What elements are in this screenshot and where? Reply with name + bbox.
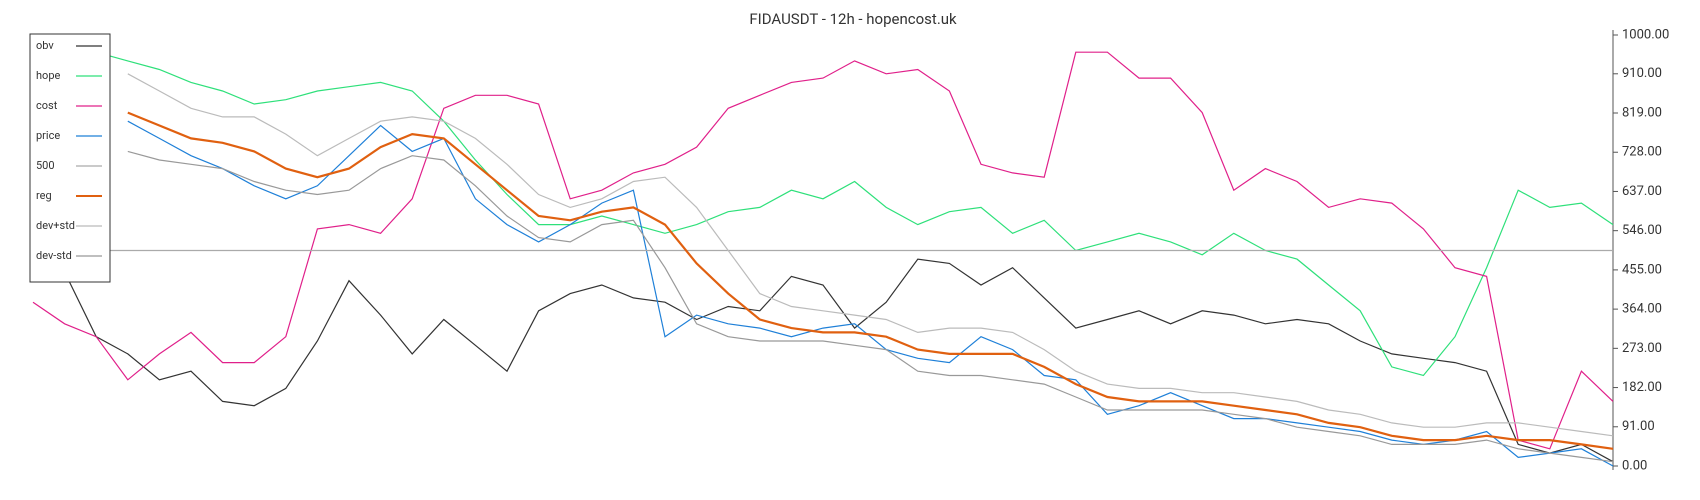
legend-label: cost bbox=[36, 99, 58, 112]
y-tick-label: 455.00 bbox=[1622, 262, 1662, 277]
legend-label: hope bbox=[36, 69, 61, 82]
y-tick-label: 910.00 bbox=[1622, 66, 1662, 81]
y-tick-label: 546.00 bbox=[1622, 223, 1662, 238]
series-line bbox=[127, 73, 1614, 437]
legend-label: dev-std bbox=[36, 249, 72, 262]
chart-title: FIDAUSDT - 12h - hopencost.uk bbox=[749, 10, 957, 28]
y-tick-label: 91.00 bbox=[1622, 419, 1655, 434]
series-line bbox=[32, 51, 1614, 450]
legend-label: 500 bbox=[36, 159, 55, 172]
y-tick-label: 728.00 bbox=[1622, 145, 1662, 160]
y-tick-label: 819.00 bbox=[1622, 105, 1662, 120]
y-tick-label: 1000.00 bbox=[1622, 27, 1669, 42]
series-line bbox=[64, 258, 1614, 463]
legend: obv hope cost price 500 reg dev+std dev-std bbox=[29, 33, 111, 283]
legend-label: dev+std bbox=[36, 219, 75, 232]
y-tick-label: 273.00 bbox=[1622, 341, 1662, 356]
series-line bbox=[127, 120, 1614, 467]
legend-label: price bbox=[36, 129, 60, 142]
y-tick-label: 637.00 bbox=[1622, 184, 1662, 199]
legend-box bbox=[29, 33, 111, 283]
series-line bbox=[127, 150, 1614, 463]
y-tick-label: 364.00 bbox=[1622, 302, 1662, 317]
legend-label: reg bbox=[36, 189, 52, 202]
y-tick-label: 0.00 bbox=[1622, 458, 1647, 473]
series-line bbox=[127, 111, 1614, 450]
legend-label: obv bbox=[36, 39, 54, 52]
series-line bbox=[96, 51, 1614, 377]
y-tick-label: 182.00 bbox=[1622, 380, 1662, 395]
